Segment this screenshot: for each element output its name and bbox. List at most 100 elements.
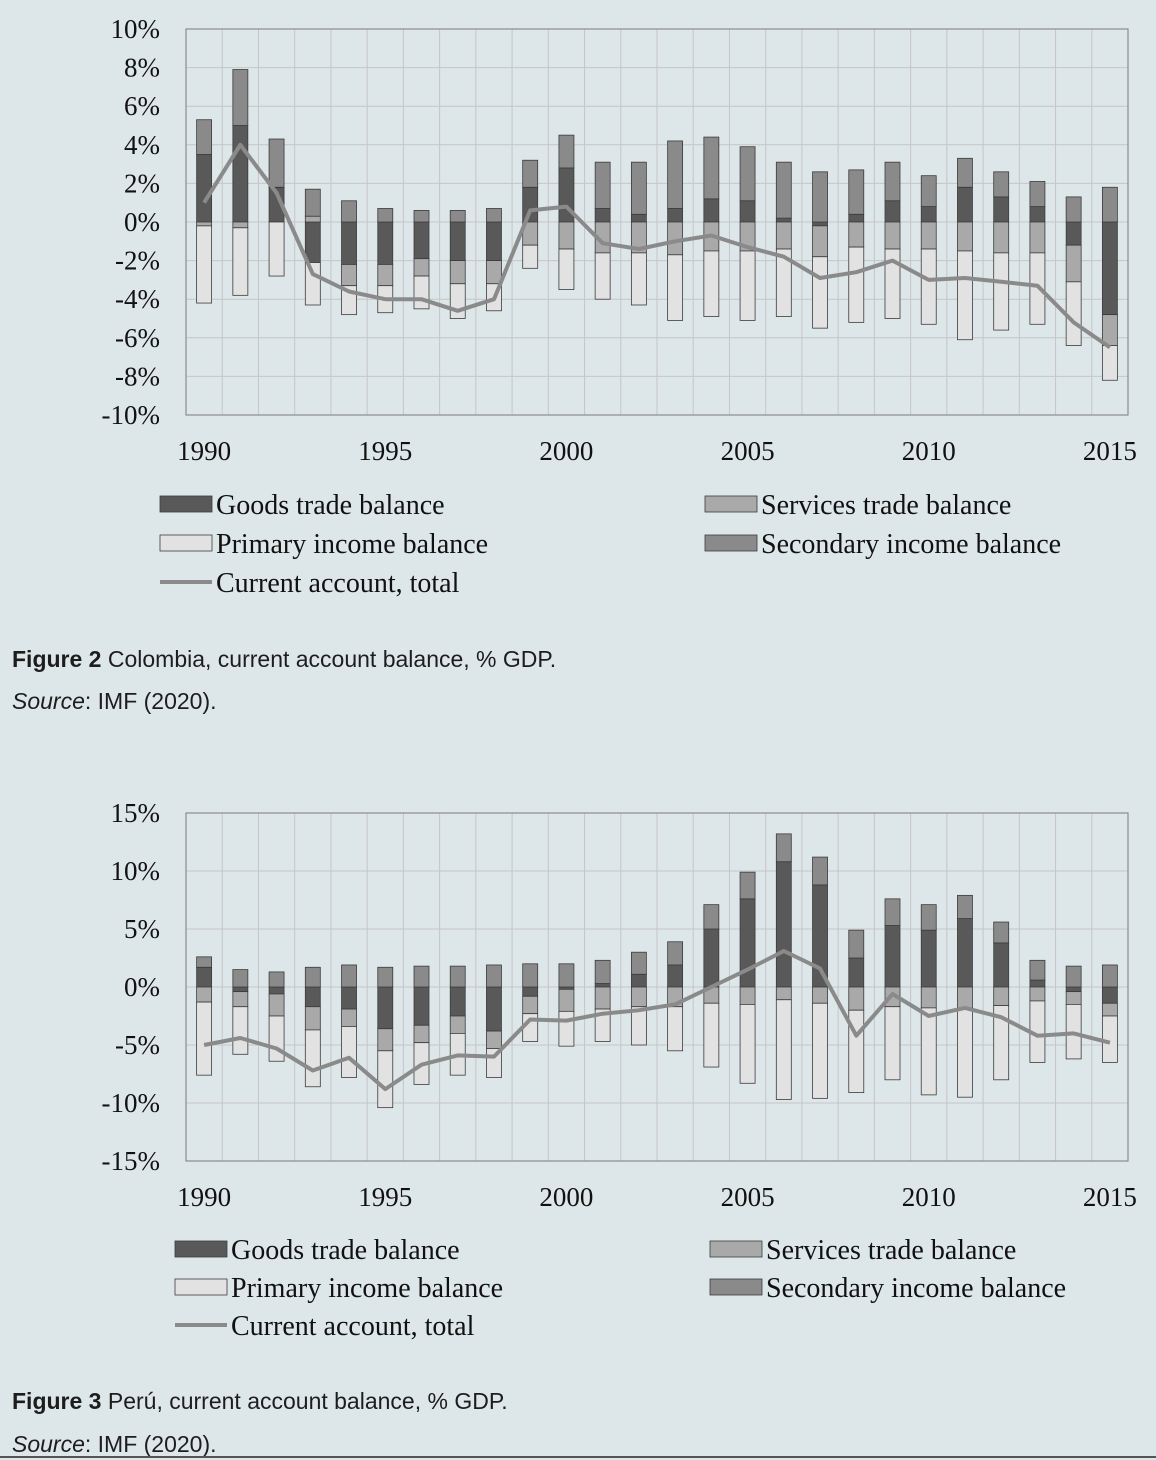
bar-segment [703, 928, 720, 988]
source-label: Source [12, 688, 85, 714]
bar-segment [449, 210, 466, 223]
legend-label: Goods trade balance [231, 1235, 460, 1266]
bar-segment [630, 986, 647, 1008]
bar-segment [413, 258, 430, 277]
bar-segment [1101, 964, 1118, 988]
y-tick-label: -5% [115, 1030, 160, 1060]
bar-segment [304, 262, 321, 306]
bar-segment [1029, 252, 1046, 325]
bar-segment [341, 1008, 357, 1027]
bar-segment [812, 225, 828, 258]
figure-caption-text: Perú, current account balance, % GDP. [107, 1388, 508, 1414]
bar-segment [486, 986, 502, 1032]
bar-segment [667, 254, 684, 321]
bar-segment [993, 252, 1010, 331]
bar-segment [377, 1050, 394, 1109]
x-tick-label: 1995 [358, 436, 412, 466]
bar-segment [558, 988, 575, 1012]
bar-segment [1065, 196, 1082, 223]
bar-segment [884, 1006, 901, 1081]
bar-segment [304, 986, 321, 1008]
bar-segment [775, 248, 792, 317]
bar-segment [196, 154, 213, 223]
bar-segment [957, 918, 973, 988]
bar-segment [920, 904, 937, 931]
bar-segment [993, 986, 1010, 1006]
bar-segment [377, 986, 394, 1030]
bar-segment [775, 221, 792, 250]
bar-segment [304, 1006, 321, 1031]
bar-segment [1065, 965, 1082, 988]
bar-segment [594, 986, 611, 1010]
bar-segment [558, 248, 575, 290]
source-text: : IMF (2020). [84, 1431, 217, 1457]
bar-segment [1101, 1015, 1118, 1063]
bar-segment [232, 986, 249, 993]
bar-segment [920, 986, 937, 1009]
bar-segment [558, 221, 575, 250]
legend-label: Primary income balance [216, 529, 488, 560]
x-tick-label: 1990 [177, 436, 231, 466]
bar-segment [341, 1026, 357, 1078]
bar-segment [449, 986, 466, 1017]
bar-segment [196, 986, 213, 1003]
bar-segment [341, 264, 357, 287]
bar-segment [739, 986, 756, 1005]
bar-segment [196, 119, 213, 155]
legend-label: Primary income balance [231, 1273, 503, 1304]
bar-segment [1101, 314, 1118, 346]
bar-segment [884, 200, 901, 223]
bar-segment [957, 986, 973, 1009]
bar-segment [232, 69, 249, 126]
x-tick-label: 2000 [539, 1182, 593, 1212]
bar-segment [449, 283, 466, 319]
bar-segment [957, 250, 973, 341]
bar-segment [957, 157, 973, 188]
bar-segment [703, 198, 720, 223]
bar-segment [812, 986, 828, 1004]
bar-segment [449, 1015, 466, 1034]
bar-segment [449, 221, 466, 261]
bar-segment [848, 957, 865, 988]
x-tick-label: 2010 [902, 1182, 956, 1212]
y-tick-label: 10% [111, 856, 161, 886]
y-tick-label: 15% [111, 798, 161, 828]
bar-segment [594, 208, 611, 223]
y-tick-label: -6% [115, 323, 160, 353]
bar-segment [268, 993, 285, 1017]
bar-segment [1101, 186, 1118, 223]
bar-segment [268, 1015, 285, 1062]
bar-segment [848, 246, 865, 323]
bar-segment [377, 966, 394, 988]
bar-segment [1029, 979, 1046, 988]
bar-segment [812, 1002, 828, 1099]
bar-segment [739, 146, 756, 202]
legend-label: Services trade balance [761, 490, 1011, 521]
bar-segment [196, 956, 213, 968]
bar-segment [341, 221, 357, 265]
y-tick-label: -8% [115, 361, 160, 391]
bar-segment [848, 929, 865, 959]
bar-segment [993, 171, 1010, 198]
figure-label: Figure 2 [12, 646, 102, 672]
bar-segment [957, 186, 973, 223]
y-tick-label: -15% [102, 1146, 160, 1176]
bar-segment [775, 986, 792, 1001]
bar-segment [1065, 281, 1082, 346]
bar-segment [739, 250, 756, 321]
x-tick-label: 2000 [539, 436, 593, 466]
bar-segment [486, 1030, 502, 1049]
bar-segment [993, 1005, 1010, 1081]
bar-segment [449, 260, 466, 285]
bar-segment [522, 186, 539, 223]
y-tick-label: 0% [124, 972, 160, 1002]
bar-segment [848, 169, 865, 215]
bar-segment [884, 898, 901, 926]
bar-segment [232, 991, 249, 1008]
bar-segment [558, 963, 575, 988]
legend-swatch [709, 1240, 763, 1258]
figure-caption-text: Colombia, current account balance, % GDP… [107, 646, 557, 672]
bar-segment [1065, 986, 1082, 993]
bar-segment [558, 1010, 575, 1047]
x-tick-label: 1995 [358, 1182, 412, 1212]
